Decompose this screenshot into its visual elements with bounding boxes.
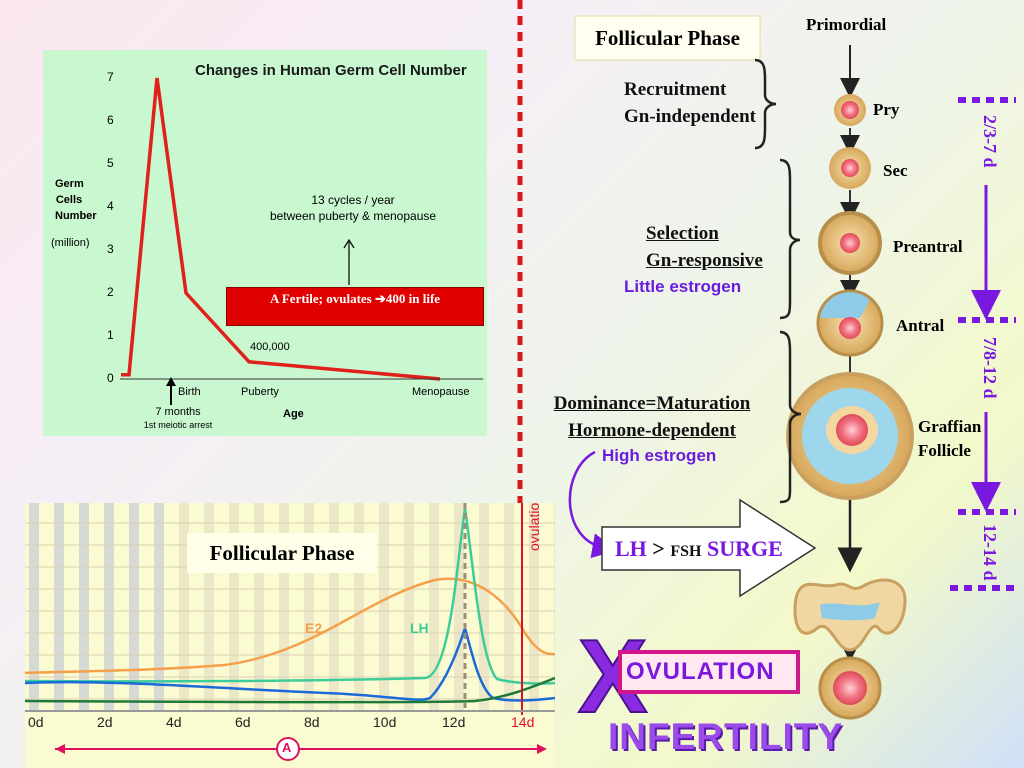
label-days-3: 12-14 d <box>980 524 1000 581</box>
follicle-antral <box>816 289 884 357</box>
label-high-estrogen: High estrogen <box>602 446 717 465</box>
germ-y-tick: 7 <box>107 70 114 84</box>
label-days-2: 7/8-12 d <box>980 337 1000 399</box>
label-gn-responsive: Gn-responsive <box>646 250 763 271</box>
cycle-x-tick: 2d <box>97 714 113 730</box>
months-line-1: 7 months <box>155 406 201 418</box>
cycles-line-2: between puberty & menopause <box>269 209 437 223</box>
germ-cell-line <box>121 77 441 381</box>
label-sec: Sec <box>883 161 908 180</box>
follicle-ovulated <box>818 656 882 720</box>
germ-y-tick: 3 <box>107 242 114 256</box>
fertile-text: A Fertile; ovulates ➔400 in life <box>269 291 441 306</box>
ruptured-follicle <box>793 578 907 652</box>
cycle-x-tick: 4d <box>166 714 182 730</box>
lh-curve <box>25 507 555 685</box>
germ-cell-chart: Changes in Human Germ Cell Number Germ C… <box>43 50 487 436</box>
label-primordial: Primordial <box>806 15 887 34</box>
label-graafian-2: Follicle <box>918 441 971 460</box>
hormone-chart: Follicular Phase E2 LH ovulation A 0d 2d 4… <box>25 503 555 768</box>
tick-menopause: Menopause <box>412 386 470 398</box>
surge-fsh: FSH <box>670 543 702 560</box>
label-ovulation: OVULATION <box>626 658 775 685</box>
estrogen-arrow <box>568 450 618 559</box>
fertile-box: A Fertile; ovulates ➔400 in life <box>226 287 484 326</box>
germ-y-tick: 4 <box>107 199 114 213</box>
e2-label: E2 <box>305 620 323 636</box>
days-bars <box>950 97 1016 591</box>
y-label-line: Germ <box>55 178 84 190</box>
label-little-estrogen: Little estrogen <box>624 277 742 296</box>
germ-y-unit: (million) <box>51 237 90 249</box>
cycle-x-tick: 8d <box>304 714 320 730</box>
brace-selection <box>779 158 801 320</box>
dominance-block: Dominance=Maturation Hormone-dependent <box>546 390 758 444</box>
follicle-preantral <box>818 211 882 275</box>
germ-y-tick: 2 <box>107 285 114 299</box>
label-graafian: Graffian Follicle <box>918 415 981 463</box>
lh-label: LH <box>410 620 429 636</box>
tick-puberty: Puberty <box>241 386 279 398</box>
follicle-diagram-graphics: X <box>568 15 1016 736</box>
y-label-line: Cells <box>55 194 83 206</box>
germ-y-tick: 5 <box>107 156 114 170</box>
cycles-annotation: 13 cycles / year between puberty & menop… <box>243 192 463 224</box>
tick-birth: Birth <box>178 386 201 398</box>
cycle-x-tick: 0d <box>28 714 44 730</box>
surge-word: SURGE <box>706 536 783 561</box>
surge-arrow <box>601 498 817 598</box>
brace-dominance <box>779 330 802 504</box>
germ-y-tick: 0 <box>107 371 114 385</box>
follicle-secondary <box>829 147 871 189</box>
follicle-primary <box>834 94 866 126</box>
label-pry: Pry <box>873 100 900 119</box>
label-antral: Antral <box>896 316 945 335</box>
label-graafian-1: Graffian <box>918 417 982 436</box>
cycle-x-tick: 14d <box>511 714 535 730</box>
label-preantral: Preantral <box>893 237 963 256</box>
label-recruitment: Recruitment <box>624 79 727 100</box>
label-400k: 400,000 <box>250 341 290 353</box>
e2-curve <box>25 577 555 675</box>
germ-chart-title: Changes in Human Germ Cell Number <box>195 62 467 79</box>
germ-y-label: Germ Cells Number <box>55 176 97 224</box>
months-annotation: 7 months 1st meiotic arrest <box>123 406 233 432</box>
cycle-x-tick: 6d <box>235 714 251 730</box>
marker-a: A <box>282 740 292 755</box>
surge-label: LH > FSH SURGE <box>615 536 783 562</box>
cycle-title: Follicular Phase <box>187 533 377 573</box>
progesterone-curve <box>25 676 555 704</box>
label-days-1: 2/3-7 d <box>980 115 1000 168</box>
cycle-x-tick: 10d <box>373 714 397 730</box>
surge-gt: > <box>652 536 665 561</box>
surge-lh: LH <box>615 536 647 561</box>
cycles-line-1: 13 cycles / year <box>311 193 395 207</box>
germ-x-label: Age <box>283 408 304 420</box>
follicle-graafian <box>786 372 914 500</box>
germ-y-tick: 6 <box>107 113 114 127</box>
germ-y-tick: 1 <box>107 328 114 342</box>
follicular-phase-title: Follicular Phase <box>595 26 740 50</box>
label-dominance: Dominance=Maturation <box>553 393 751 414</box>
label-gn-independent: Gn-independent <box>624 106 756 127</box>
label-selection: Selection <box>646 223 719 244</box>
y-label-line: Number <box>55 210 97 222</box>
cycle-x-tick: 12d <box>442 714 466 730</box>
months-line-2: 1st meiotic arrest <box>143 420 213 430</box>
label-infertility: INFERTILITY <box>608 716 844 757</box>
label-hormone-dependent: Hormone-dependent <box>568 420 736 441</box>
brace-recruitment <box>754 58 777 150</box>
selection-block: Selection Gn-responsive <box>646 220 763 274</box>
recruitment-block: Recruitment Gn-independent <box>624 76 756 130</box>
